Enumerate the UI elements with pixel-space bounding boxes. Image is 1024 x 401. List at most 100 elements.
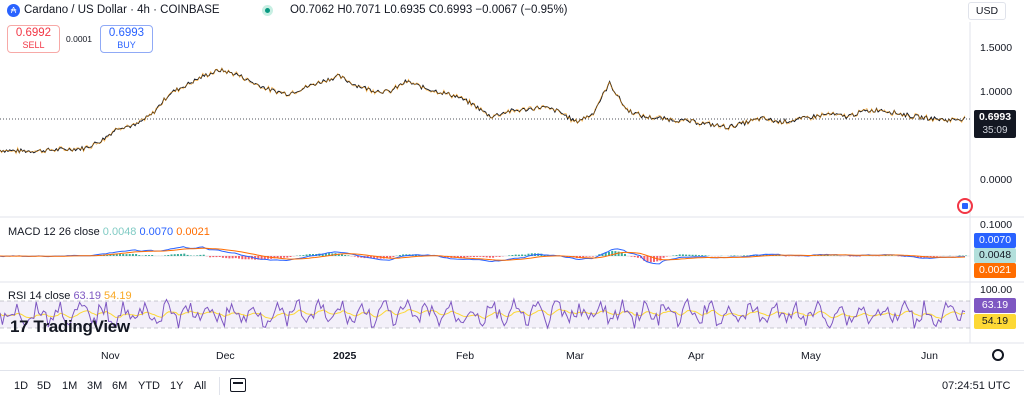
macd-histogram-bar (228, 256, 231, 259)
utc-clock[interactable]: 07:24:51 UTC (942, 380, 1011, 392)
buy-label: BUY (117, 40, 136, 50)
rsi-ma-tag: 54.19 (974, 314, 1016, 329)
macd-histogram-bar (138, 255, 141, 256)
buy-button[interactable]: 0.6993 BUY (100, 25, 153, 53)
macd-histogram-bar (337, 253, 340, 256)
macd-histogram-bar (460, 256, 462, 258)
macd-signal-value: 0.0021 (176, 226, 210, 238)
macd-histogram-bar (604, 252, 607, 256)
macd-histogram-bar (112, 254, 115, 256)
calendar-icon[interactable] (230, 378, 246, 392)
macd-histogram-bar (855, 256, 858, 257)
macd-histogram-bar (144, 255, 147, 256)
settings-gear-icon[interactable] (992, 349, 1004, 361)
macd-histogram-bar (347, 255, 350, 256)
macd-histogram-bar (662, 256, 665, 258)
rsi-ma-line (0, 308, 966, 320)
macd-signal-line (0, 247, 966, 261)
range-button-6m[interactable]: 6M (112, 380, 128, 392)
symbol-title[interactable]: Cardano / US Dollar · 4h · COINBASE (24, 4, 220, 16)
macd-histogram-bar (485, 256, 488, 258)
sell-label: SELL (22, 40, 45, 50)
macd-histogram-bar (701, 255, 704, 256)
macd-legend[interactable]: MACD 12 26 close 0.0048 0.0070 0.0021 (8, 226, 210, 238)
macd-histogram-bar (283, 256, 286, 258)
macd-histogram-bar (267, 256, 269, 259)
market-status-icon[interactable] (262, 5, 273, 16)
macd-histogram-bar (646, 256, 649, 263)
macd-histogram-bar (312, 254, 314, 256)
range-button-1y[interactable]: 1Y (170, 380, 184, 392)
rsi-legend-name: RSI 14 close (8, 290, 71, 302)
rsi-tag: 63.19 (974, 298, 1016, 313)
macd-histogram-bar (286, 256, 289, 258)
macd-histogram-bar (653, 256, 655, 262)
macd-histogram-bar (341, 254, 343, 256)
range-button-ytd[interactable]: YTD (138, 380, 160, 392)
macd-tag: 0.0070 (974, 233, 1016, 248)
macd-histogram-bar (299, 255, 302, 256)
price-axis-label: 1.5000 (980, 42, 1013, 54)
macd-histogram-bar (685, 254, 688, 256)
time-axis-label: Apr (688, 350, 705, 362)
macd-histogram-bar (643, 256, 646, 261)
rsi-legend[interactable]: RSI 14 close 63.19 54.19 (8, 290, 132, 302)
macd-histogram-bar (488, 256, 491, 258)
range-button-1d[interactable]: 1D (14, 380, 29, 392)
macd-histogram-bar (369, 256, 372, 259)
macd-histogram-bar (762, 254, 765, 256)
macd-histogram-bar (524, 254, 527, 256)
time-axis-label: Dec (216, 350, 235, 362)
time-axis-label: 2025 (333, 350, 357, 362)
macd-histogram-bar (135, 254, 138, 256)
macd-histogram-bar (936, 256, 938, 257)
macd-histogram-bar (633, 256, 636, 258)
macd-histogram-bar (672, 255, 675, 256)
macd-histogram-bar (344, 255, 347, 256)
macd-histogram-bar (636, 256, 639, 258)
symbol-header: ₳ Cardano / US Dollar · 4h · COINBASE O0… (0, 0, 1024, 22)
macd-histogram-bar (215, 256, 218, 258)
sell-button[interactable]: 0.6992 SELL (7, 25, 60, 53)
macd-histogram-bar (218, 256, 221, 257)
macd-histogram-bar (353, 256, 356, 257)
chart-canvas[interactable] (0, 0, 1024, 370)
range-button-all[interactable]: All (194, 380, 207, 392)
range-button-3m[interactable]: 3M (87, 380, 103, 392)
macd-histogram-bar (958, 255, 961, 256)
macd-histogram-bar (698, 255, 700, 256)
macd-hist-tag: 0.0048 (974, 248, 1016, 263)
macd-legend-name: MACD 12 26 close (8, 226, 100, 238)
macd-histogram-bar (675, 255, 678, 256)
macd-histogram-bar (479, 256, 482, 257)
macd-histogram-bar (398, 255, 401, 256)
time-axis-label: Mar (566, 350, 585, 362)
currency-button[interactable]: USD (968, 2, 1006, 20)
time-axis-label: Nov (101, 350, 120, 362)
add-alert-icon[interactable] (957, 198, 973, 214)
macd-histogram-bar (858, 256, 861, 257)
macd-histogram-bar (913, 256, 916, 257)
macd-histogram-bar (257, 256, 260, 260)
macd-histogram-bar (305, 254, 308, 256)
macd-histogram-bar (617, 251, 620, 256)
price-axis-label: 0.0000 (980, 174, 1013, 186)
macd-histogram-bar (495, 256, 498, 257)
macd-hist-value: 0.0048 (102, 226, 137, 238)
macd-histogram-bar (884, 255, 887, 256)
macd-histogram-bar (148, 255, 150, 256)
macd-histogram-bar (402, 254, 405, 256)
ohlc-values: O0.7062 H0.7071 L0.6935 C0.6993 −0.0067 … (290, 4, 568, 16)
macd-histogram-bar (585, 256, 588, 257)
macd-histogram-bar (826, 255, 829, 256)
macd-histogram-bar (183, 253, 186, 256)
macd-histogram-bar (106, 254, 109, 256)
macd-histogram-bar (916, 256, 919, 258)
range-button-5d[interactable]: 5D (37, 380, 52, 392)
macd-histogram-bar (289, 256, 292, 257)
macd-histogram-bar (624, 253, 626, 256)
macd-histogram-bar (514, 254, 517, 256)
range-button-1m[interactable]: 1M (62, 380, 78, 392)
spread-value: 0.0001 (66, 34, 92, 44)
tradingview-logo[interactable]: 17 TradingView (10, 317, 130, 337)
